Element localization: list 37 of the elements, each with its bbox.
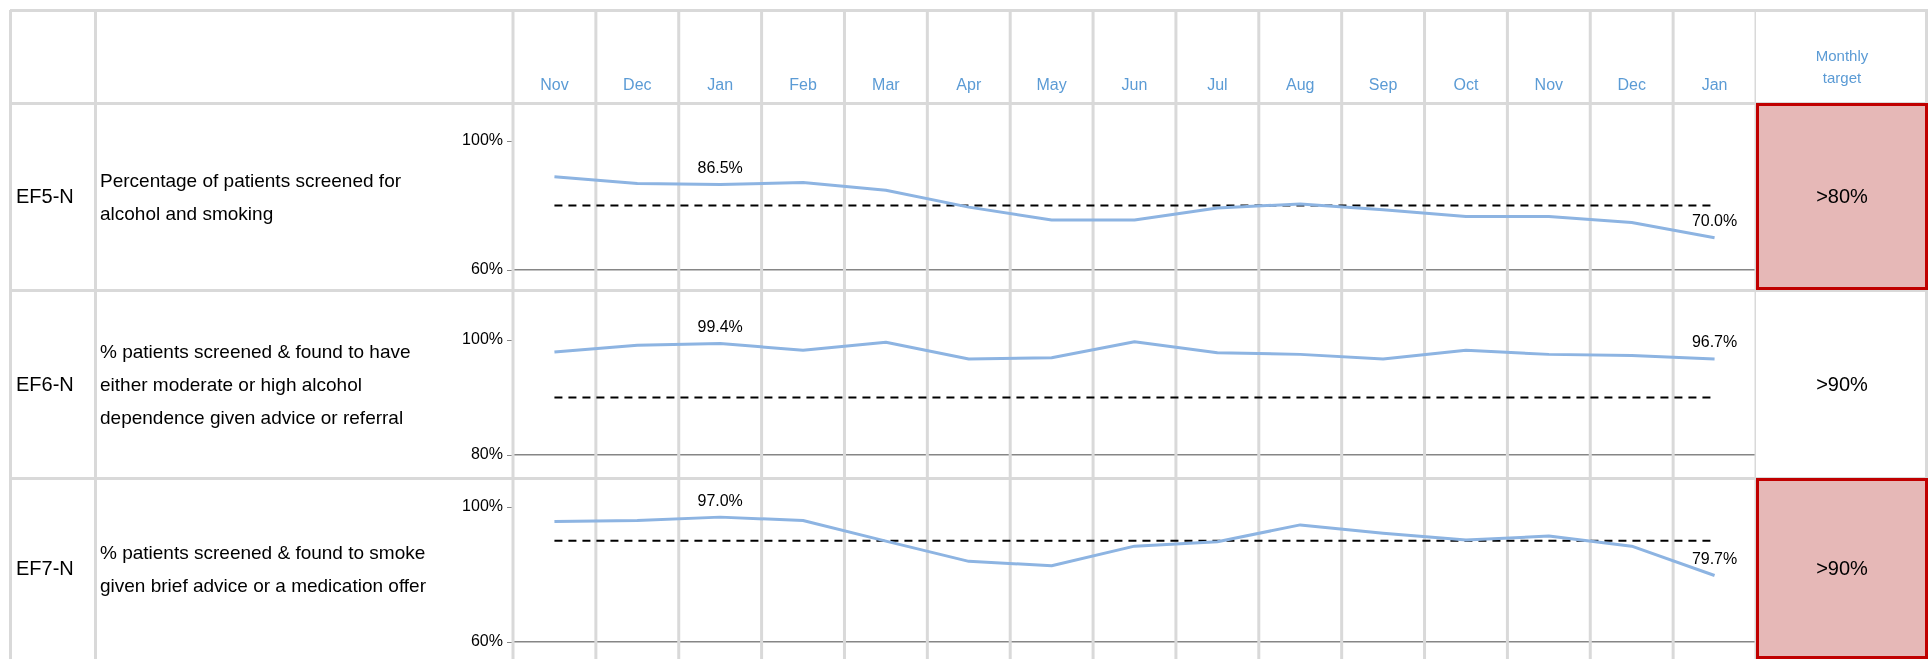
x-tick-label: Nov xyxy=(1534,75,1564,93)
text: >80% xyxy=(1756,103,1928,290)
y-tick-label: 60% xyxy=(470,632,503,650)
data-label: 79.7% xyxy=(1691,549,1738,567)
text: EF5-N xyxy=(16,184,74,209)
x-tick-label: Dec xyxy=(623,75,652,93)
text: % patients screened & found to have either moderate or high alcohol dependence given advice or referral xyxy=(100,339,412,430)
x-tick-label: Sep xyxy=(1368,75,1398,93)
data-label: 99.4% xyxy=(697,317,743,335)
x-tick-label: Feb xyxy=(789,75,817,93)
data-label: 86.5% xyxy=(697,158,743,176)
y-tick-label: 100% xyxy=(462,330,503,348)
data-label: 70.0% xyxy=(1691,212,1738,230)
x-tick-label: Jan xyxy=(707,75,734,93)
text: >90% xyxy=(1756,478,1928,659)
text: Monthly target xyxy=(1814,45,1870,88)
x-tick-label: Oct xyxy=(1453,75,1479,93)
text: >90% xyxy=(1815,371,1869,397)
data-label: 97.0% xyxy=(697,491,743,509)
text: EF7-N xyxy=(16,556,74,581)
x-tick-label: Dec xyxy=(1617,75,1646,93)
text: EF6-N xyxy=(16,371,74,397)
text: Percentage of patients screened for alcohol and smoking xyxy=(100,168,403,226)
x-tick-label: Nov xyxy=(540,75,569,93)
y-tick-label: 80% xyxy=(470,445,503,463)
data-label: 96.7% xyxy=(1691,333,1738,351)
x-tick-label: Jun xyxy=(1121,75,1148,93)
y-tick-label: 100% xyxy=(462,131,503,149)
x-tick-label: May xyxy=(1036,75,1067,93)
text: % patients screened & found to smoke given brief advice or a medication offer xyxy=(100,540,427,598)
x-tick-label: Jul xyxy=(1207,75,1228,93)
y-tick-label: 60% xyxy=(470,260,503,278)
y-tick-label: 100% xyxy=(462,497,503,515)
x-tick-label: Mar xyxy=(872,75,901,93)
x-tick-label: Apr xyxy=(956,75,982,93)
x-tick-label: Aug xyxy=(1286,75,1315,93)
x-tick-label: Jan xyxy=(1701,75,1728,93)
